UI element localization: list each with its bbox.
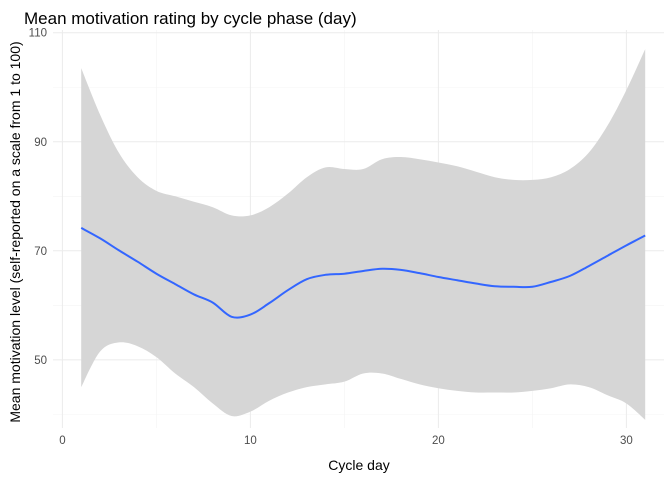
x-tick-label: 20: [432, 435, 445, 447]
x-tick-labels: 0 10 20 30: [59, 435, 633, 447]
y-tick-labels: 50 70 90 110: [29, 28, 47, 367]
chart-title: Mean motivation rating by cycle phase (d…: [24, 9, 357, 28]
x-tick-label: 0: [59, 435, 65, 447]
confidence-ribbon: [81, 49, 646, 420]
smoothed-mean-line: [80, 227, 646, 319]
x-tick-label: 10: [244, 435, 257, 447]
y-axis-label: Mean motivation level (self-reported on …: [7, 41, 23, 422]
x-axis-label: Cycle day: [328, 457, 389, 473]
y-tick-label: 50: [34, 355, 47, 367]
y-tick-label: 70: [34, 246, 47, 258]
x-tick-label: 30: [620, 435, 633, 447]
y-tick-label: 90: [34, 137, 47, 149]
y-tick-label: 110: [29, 28, 47, 40]
